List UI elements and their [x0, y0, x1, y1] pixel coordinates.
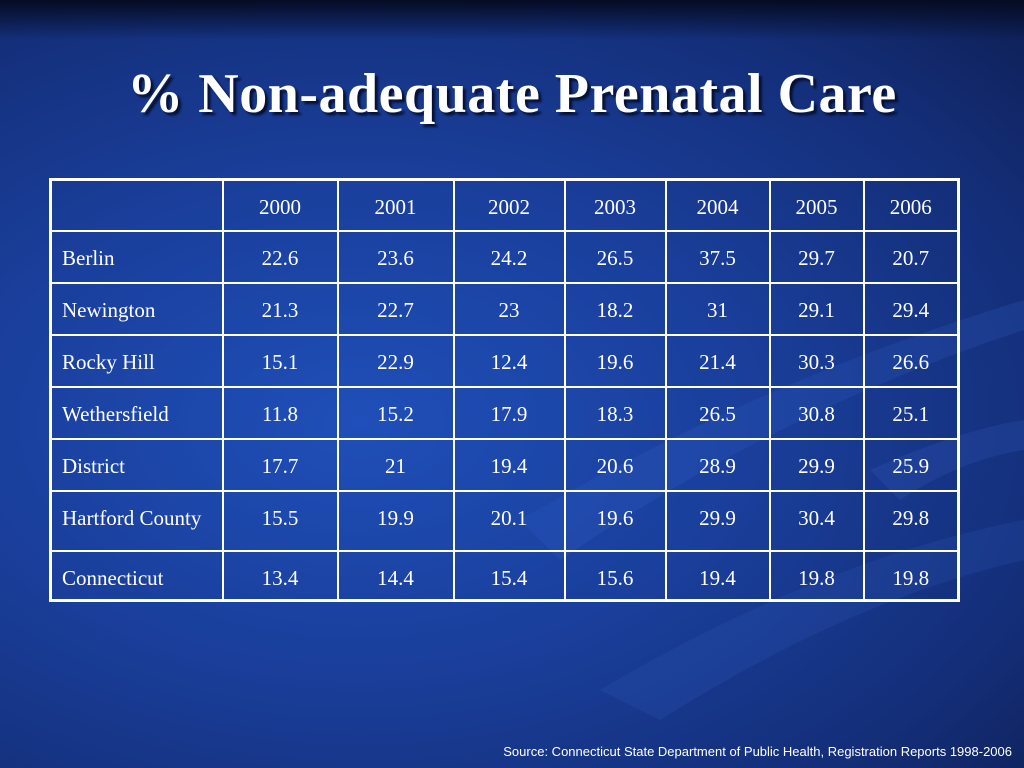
table-cell: 12.4: [452, 333, 566, 388]
table-cell: 15.6: [563, 549, 667, 602]
column-header: 2002: [452, 178, 566, 232]
table-cell: 19.6: [563, 489, 667, 552]
table-row: Connecticut 13.4 14.4 15.4 15.6 19.4 19.…: [49, 549, 960, 602]
table-cell: 22.7: [336, 281, 455, 336]
table-cell: 21.3: [221, 281, 339, 336]
table-cell: 28.9: [664, 437, 771, 492]
table-cell: 26.6: [862, 333, 960, 388]
table-row: Wethersfield 11.8 15.2 17.9 18.3 26.5 30…: [49, 385, 960, 440]
table-cell: 15.5: [221, 489, 339, 552]
table-cell: 31: [664, 281, 771, 336]
table-cell: 14.4: [336, 549, 455, 602]
table-cell: 29.9: [768, 437, 865, 492]
table-cell: 11.8: [221, 385, 339, 440]
table-cell: 25.1: [862, 385, 960, 440]
table-cell: 20.1: [452, 489, 566, 552]
row-label: Berlin: [49, 229, 224, 284]
row-label: Newington: [49, 281, 224, 336]
table-cell: 19.4: [664, 549, 771, 602]
row-label: Connecticut: [49, 549, 224, 602]
table-cell: 23.6: [336, 229, 455, 284]
table-cell: 26.5: [664, 385, 771, 440]
table-cell: 30.8: [768, 385, 865, 440]
column-header: 2004: [664, 178, 771, 232]
table-cell: 37.5: [664, 229, 771, 284]
column-header: 2001: [336, 178, 455, 232]
table-cell: 30.4: [768, 489, 865, 552]
column-header: [49, 178, 224, 232]
table-row: Berlin 22.6 23.6 24.2 26.5 37.5 29.7 20.…: [49, 229, 960, 284]
header-row: 2000 2001 2002 2003 2004 2005 2006: [49, 178, 960, 232]
row-label: Hartford County: [49, 489, 224, 552]
table-cell: 30.3: [768, 333, 865, 388]
table-row: Newington 21.3 22.7 23 18.2 31 29.1 29.4: [49, 281, 960, 336]
table-row: District 17.7 21 19.4 20.6 28.9 29.9 25.…: [49, 437, 960, 492]
table-cell: 15.2: [336, 385, 455, 440]
table-row: Rocky Hill 15.1 22.9 12.4 19.6 21.4 30.3…: [49, 333, 960, 388]
table-cell: 13.4: [221, 549, 339, 602]
table-cell: 19.9: [336, 489, 455, 552]
column-header: 2005: [768, 178, 865, 232]
top-shade: [0, 0, 1024, 40]
table-cell: 25.9: [862, 437, 960, 492]
source-note: Source: Connecticut State Department of …: [503, 744, 1012, 759]
table-cell: 24.2: [452, 229, 566, 284]
table-cell: 29.4: [862, 281, 960, 336]
table-cell: 29.1: [768, 281, 865, 336]
table-cell: 29.7: [768, 229, 865, 284]
row-label: Wethersfield: [49, 385, 224, 440]
column-header: 2006: [862, 178, 960, 232]
table-cell: 15.4: [452, 549, 566, 602]
table-cell: 29.9: [664, 489, 771, 552]
table-cell: 29.8: [862, 489, 960, 552]
table-cell: 19.8: [768, 549, 865, 602]
table-cell: 19.4: [452, 437, 566, 492]
table-cell: 23: [452, 281, 566, 336]
table-cell: 22.6: [221, 229, 339, 284]
table-cell: 21: [336, 437, 455, 492]
column-header: 2003: [563, 178, 667, 232]
table-cell: 17.7: [221, 437, 339, 492]
table-cell: 18.2: [563, 281, 667, 336]
table-cell: 19.8: [862, 549, 960, 602]
column-header: 2000: [221, 178, 339, 232]
prenatal-care-table: 2000 2001 2002 2003 2004 2005 2006 Berli…: [49, 178, 960, 602]
table-cell: 18.3: [563, 385, 667, 440]
table-cell: 20.6: [563, 437, 667, 492]
table-cell: 26.5: [563, 229, 667, 284]
row-label: Rocky Hill: [49, 333, 224, 388]
table-cell: 15.1: [221, 333, 339, 388]
table-cell: 17.9: [452, 385, 566, 440]
table-cell: 21.4: [664, 333, 771, 388]
slide-title: % Non-adequate Prenatal Care: [127, 63, 897, 125]
row-label: District: [49, 437, 224, 492]
table-cell: 20.7: [862, 229, 960, 284]
table-row: Hartford County 15.5 19.9 20.1 19.6 29.9…: [49, 489, 960, 552]
table-cell: 22.9: [336, 333, 455, 388]
table-cell: 19.6: [563, 333, 667, 388]
